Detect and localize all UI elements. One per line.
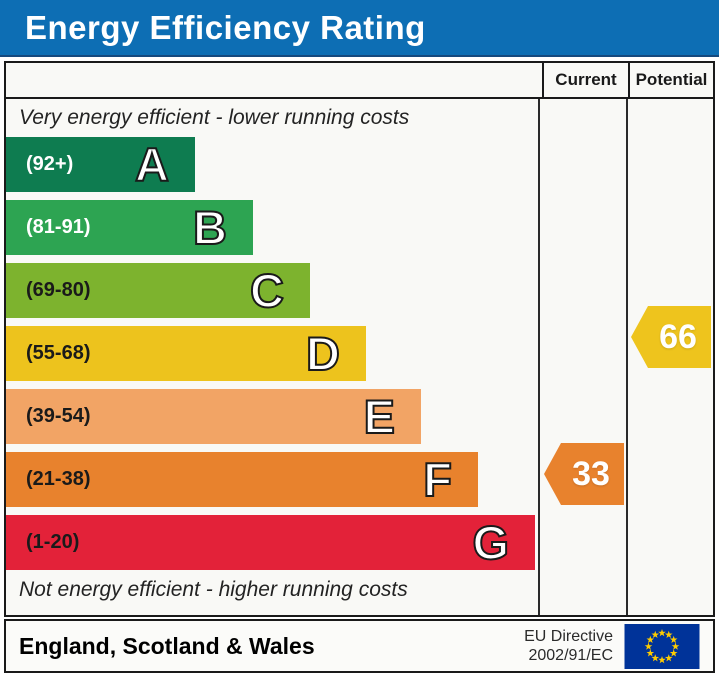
bottom-caption: Not energy efficient - higher running co… xyxy=(19,578,408,601)
band-e: (39-54) E xyxy=(6,389,421,444)
band-g-range: (1-20) xyxy=(26,531,80,553)
band-f: (21-38) F xyxy=(6,452,478,507)
band-a: (92+) A xyxy=(6,137,195,192)
potential-rating-arrow: 66 xyxy=(631,306,711,368)
band-d: (55-68) D xyxy=(6,326,366,381)
title-bar: Energy Efficiency Rating xyxy=(0,0,719,57)
band-b-range: (81-91) xyxy=(26,216,91,238)
band-c: (69-80) C xyxy=(6,263,310,318)
header-spacer xyxy=(6,63,542,97)
eu-flag-icon xyxy=(624,623,700,669)
band-a-range: (92+) xyxy=(26,153,74,175)
eu-directive-label: EU Directive 2002/91/EC xyxy=(524,627,613,664)
page-title: Energy Efficiency Rating xyxy=(25,8,426,46)
potential-column-divider xyxy=(626,99,628,615)
band-e-letter: E xyxy=(363,390,396,443)
current-rating-value: 33 xyxy=(572,454,610,493)
chart-body: Very energy efficient - lower running co… xyxy=(6,99,713,615)
band-e-range: (39-54) xyxy=(26,405,91,427)
column-header-row: Current Potential xyxy=(6,63,713,99)
energy-rating-chart: Current Potential Very energy efficient … xyxy=(4,61,715,617)
current-column-header: Current xyxy=(542,63,628,97)
band-f-range: (21-38) xyxy=(26,468,91,490)
current-column-divider xyxy=(538,99,540,615)
band-b: (81-91) B xyxy=(6,200,253,255)
potential-rating-value: 66 xyxy=(659,317,697,356)
potential-column-header: Potential xyxy=(628,63,713,97)
region-label: England, Scotland & Wales xyxy=(19,632,315,659)
top-caption: Very energy efficient - lower running co… xyxy=(19,106,410,129)
band-g: (1-20) G xyxy=(6,515,535,570)
band-f-letter: F xyxy=(422,453,453,506)
band-c-letter: C xyxy=(249,264,285,317)
band-g-letter: G xyxy=(471,516,510,569)
band-d-letter: D xyxy=(305,327,341,380)
current-rating-arrow: 33 xyxy=(544,443,624,505)
band-a-letter: A xyxy=(134,138,170,191)
band-d-range: (55-68) xyxy=(26,342,91,364)
band-c-range: (69-80) xyxy=(26,279,91,301)
band-b-letter: B xyxy=(192,201,228,254)
footer: England, Scotland & Wales EU Directive 2… xyxy=(4,619,715,673)
